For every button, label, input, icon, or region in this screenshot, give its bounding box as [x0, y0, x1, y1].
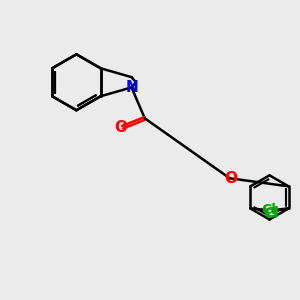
- Text: O: O: [224, 171, 237, 186]
- Text: O: O: [114, 120, 127, 135]
- Text: Cl: Cl: [262, 203, 276, 217]
- Text: N: N: [125, 80, 138, 95]
- Text: Cl: Cl: [264, 206, 279, 220]
- Text: Cl: Cl: [263, 207, 278, 221]
